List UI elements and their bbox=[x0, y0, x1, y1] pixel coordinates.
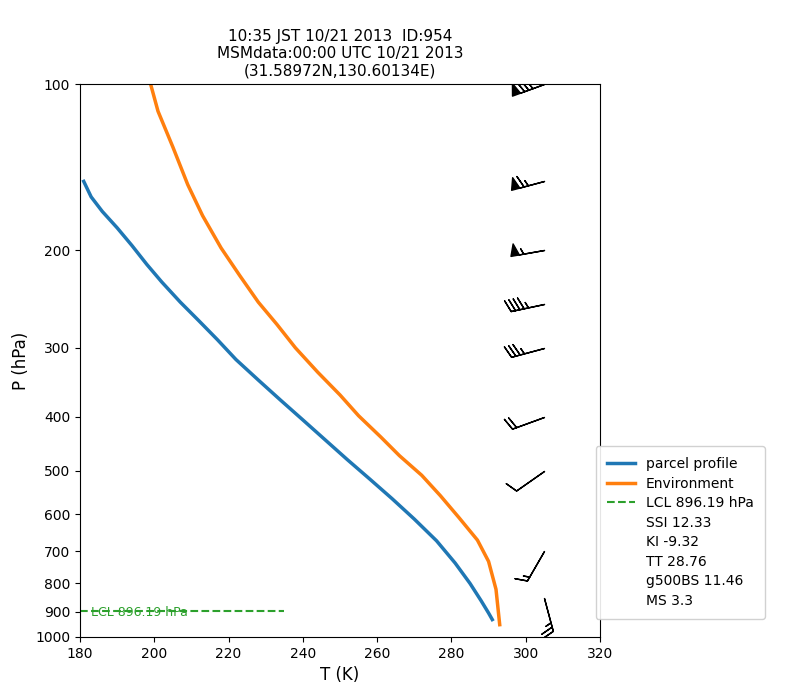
parcel profile bbox=[387, 494, 397, 503]
parcel profile bbox=[127, 241, 137, 250]
parcel profile bbox=[487, 615, 497, 624]
Legend: parcel profile, Environment, LCL 896.19 hPa, SSI 12.33, KI -9.32, TT 28.76, g500: parcel profile, Environment, LCL 896.19 … bbox=[596, 446, 765, 619]
Environment bbox=[154, 107, 163, 116]
Y-axis label: P (hPa): P (hPa) bbox=[11, 331, 30, 390]
parcel profile bbox=[175, 298, 185, 307]
Environment bbox=[254, 298, 263, 307]
parcel profile bbox=[86, 193, 96, 201]
parcel profile bbox=[432, 537, 442, 545]
Environment bbox=[183, 181, 193, 189]
parcel profile bbox=[298, 416, 308, 424]
parcel profile bbox=[320, 435, 330, 444]
parcel profile bbox=[79, 177, 89, 186]
Environment bbox=[417, 471, 426, 480]
Environment bbox=[354, 412, 363, 420]
Environment bbox=[484, 557, 494, 566]
parcel profile bbox=[410, 515, 419, 524]
parcel profile bbox=[194, 316, 204, 325]
parcel profile bbox=[365, 475, 374, 483]
parcel profile bbox=[484, 609, 494, 617]
parcel profile bbox=[231, 356, 241, 364]
Environment bbox=[454, 513, 464, 522]
Environment bbox=[290, 344, 300, 352]
Environment bbox=[146, 80, 155, 88]
Environment bbox=[491, 585, 501, 594]
Line: Environment: Environment bbox=[150, 84, 500, 624]
parcel profile bbox=[98, 207, 107, 216]
Environment bbox=[394, 452, 404, 460]
Environment bbox=[235, 272, 245, 280]
Environment bbox=[216, 244, 226, 252]
Environment bbox=[376, 433, 386, 441]
Text: LCL 896.19 hPa: LCL 896.19 hPa bbox=[91, 606, 188, 619]
parcel profile bbox=[112, 223, 122, 232]
parcel profile bbox=[157, 278, 166, 286]
parcel profile bbox=[254, 376, 263, 384]
Environment bbox=[198, 211, 207, 220]
parcel profile bbox=[450, 559, 460, 567]
Environment bbox=[435, 491, 445, 500]
Environment bbox=[473, 536, 482, 545]
Environment bbox=[168, 143, 178, 151]
Environment bbox=[495, 620, 505, 629]
Title: 10:35 JST 10/21 2013  ID:954
MSMdata:00:00 UTC 10/21 2013
(31.58972N,130.60134E): 10:35 JST 10/21 2013 ID:954 MSMdata:00:0… bbox=[217, 29, 463, 78]
parcel profile bbox=[142, 260, 152, 269]
Line: parcel profile: parcel profile bbox=[84, 181, 492, 620]
Environment bbox=[313, 368, 322, 377]
parcel profile bbox=[213, 335, 222, 344]
Environment bbox=[272, 320, 282, 328]
Environment bbox=[335, 391, 345, 399]
parcel profile bbox=[476, 596, 486, 605]
parcel profile bbox=[276, 396, 286, 405]
parcel profile bbox=[342, 456, 352, 464]
parcel profile bbox=[465, 579, 474, 587]
X-axis label: T (K): T (K) bbox=[320, 666, 360, 685]
